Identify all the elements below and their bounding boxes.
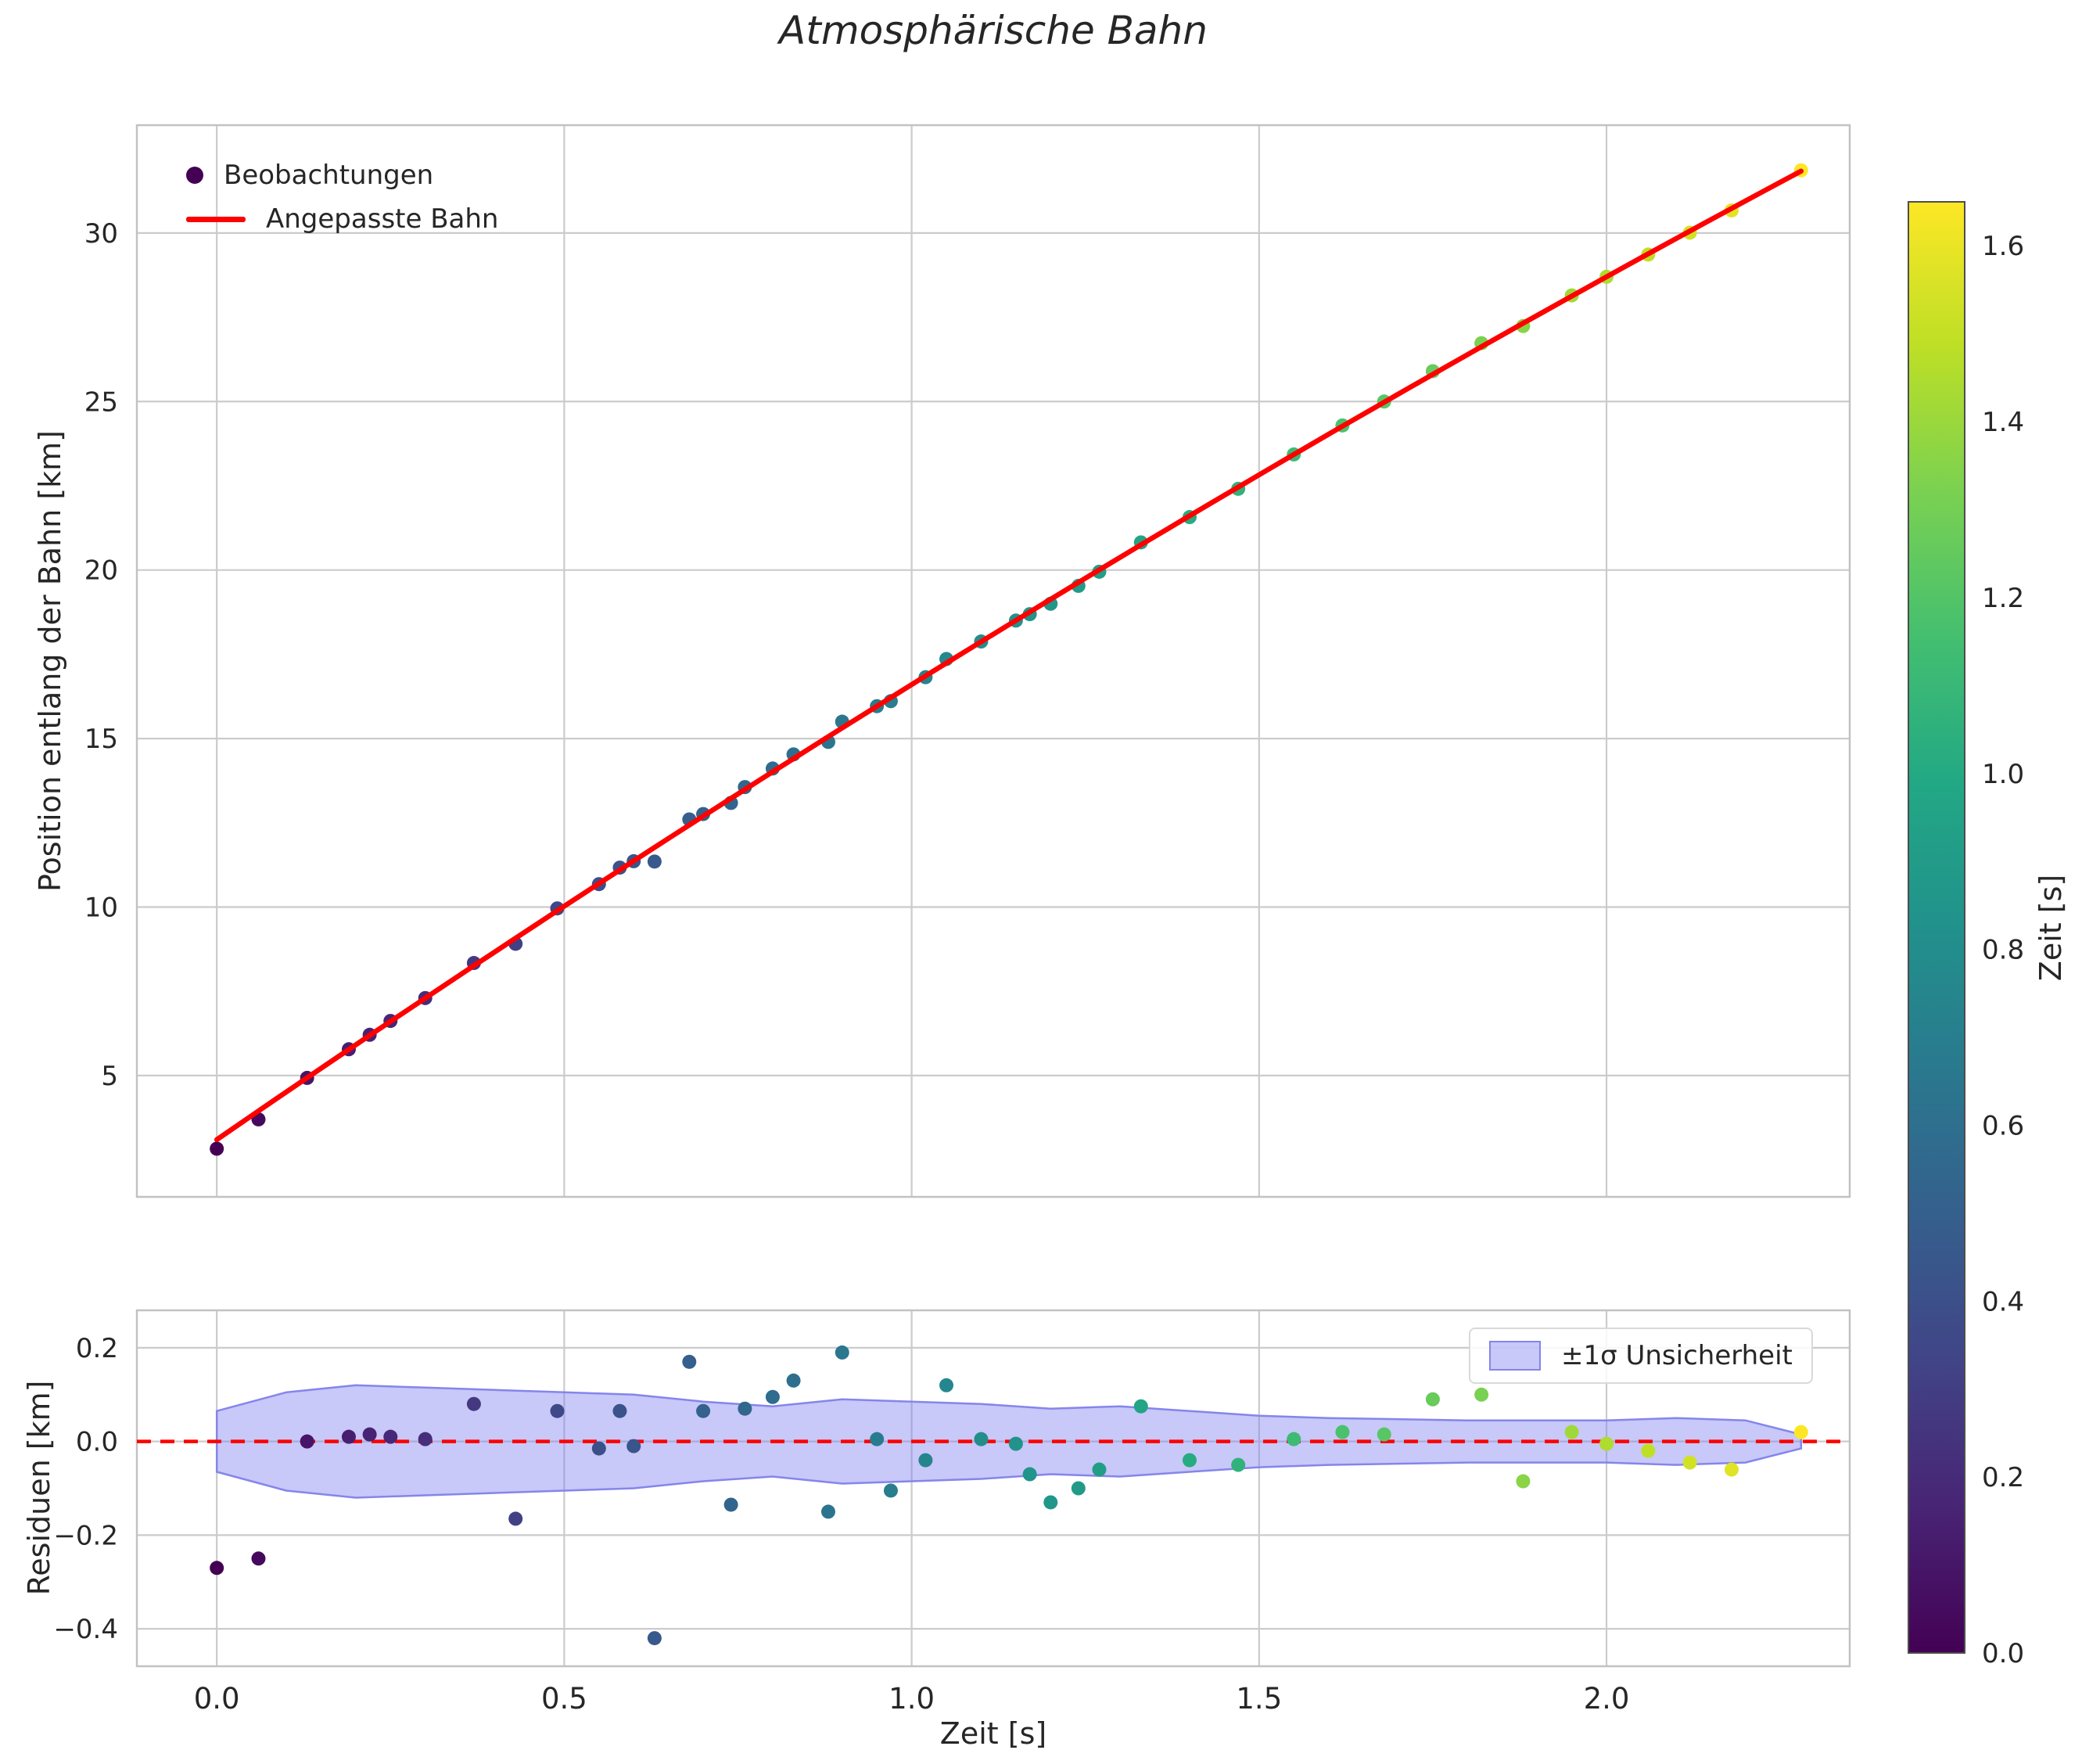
main-y-axis-label: Position entlang der Bahn [km] — [33, 429, 67, 893]
residual-point — [626, 1439, 641, 1453]
residual-point — [765, 1389, 780, 1404]
residual-point — [647, 1631, 662, 1646]
residual-point — [738, 1401, 752, 1416]
residual-point — [210, 1561, 224, 1576]
residual-point — [508, 1511, 523, 1526]
svg-text:1.0: 1.0 — [1982, 759, 2024, 790]
residual-point — [696, 1403, 711, 1418]
colorbar: 0.0 0.2 0.4 0.6 0.8 1.0 1.2 1.4 1.6 — [1908, 201, 2024, 1669]
residual-point — [1599, 1436, 1614, 1451]
residual-point — [918, 1453, 933, 1468]
residual-point — [550, 1403, 565, 1418]
residual-point — [835, 1345, 849, 1360]
residual-point — [1377, 1427, 1391, 1442]
residual-point — [1231, 1457, 1246, 1472]
svg-text:0.2: 0.2 — [76, 1333, 118, 1364]
residual-point — [870, 1432, 885, 1446]
residual-point — [466, 1396, 481, 1411]
svg-text:0.5: 0.5 — [541, 1682, 587, 1716]
svg-text:20: 20 — [84, 555, 118, 587]
trajectory-plot: 5 10 15 20 25 30 — [84, 124, 1851, 1198]
legend-label-fit: Angepasste Bahn — [266, 203, 499, 235]
residual-point — [820, 1504, 835, 1519]
residual-point — [1287, 1432, 1301, 1446]
svg-text:0.0: 0.0 — [1982, 1638, 2024, 1669]
residual-point — [1092, 1462, 1107, 1477]
svg-text:10: 10 — [84, 892, 118, 923]
residual-point — [1682, 1455, 1697, 1470]
band-swatch-icon — [1489, 1341, 1541, 1371]
svg-text:1.4: 1.4 — [1982, 407, 2024, 438]
legend-residuals: ±1σ Unsicherheit — [1469, 1328, 1813, 1384]
residual-point — [1724, 1462, 1739, 1477]
residual-point — [1425, 1392, 1440, 1407]
residual-point — [1133, 1399, 1148, 1414]
legend-item-fit: Angepasste Bahn — [186, 203, 498, 235]
residual-y-axis-label: Residuen [km] — [22, 1380, 56, 1596]
observation-point — [647, 854, 662, 869]
figure-title: Atmosphärische Bahn — [779, 8, 1208, 53]
svg-text:0.0: 0.0 — [76, 1427, 118, 1458]
residual-point — [362, 1427, 377, 1442]
scatter-marker-icon — [186, 167, 203, 184]
svg-text:0.6: 0.6 — [1982, 1110, 2024, 1141]
svg-text:5: 5 — [101, 1061, 118, 1092]
colorbar-gradient — [1908, 201, 1965, 1654]
residual-point — [341, 1429, 356, 1444]
residual-point — [612, 1403, 627, 1418]
svg-text:1.6: 1.6 — [1982, 231, 2024, 262]
residual-point — [883, 1483, 898, 1498]
residual-point — [786, 1373, 801, 1388]
residual-point — [1071, 1481, 1086, 1496]
legend-label-observations: Beobachtungen — [224, 160, 434, 191]
residual-point — [300, 1434, 314, 1449]
residual-point — [1008, 1436, 1023, 1451]
residual-point — [591, 1441, 606, 1456]
svg-text:2.0: 2.0 — [1584, 1682, 1630, 1716]
residual-point — [1043, 1495, 1058, 1510]
legend-item-band: ±1σ Unsicherheit — [1489, 1340, 1793, 1371]
residual-point — [1474, 1387, 1489, 1402]
svg-text:0.2: 0.2 — [1982, 1462, 2024, 1493]
x-axis-label: Zeit [s] — [939, 1716, 1047, 1751]
svg-text:0.4: 0.4 — [1982, 1286, 2024, 1317]
svg-text:−0.4: −0.4 — [53, 1614, 118, 1645]
observation-point — [210, 1141, 224, 1156]
svg-text:30: 30 — [84, 218, 118, 250]
svg-text:−0.2: −0.2 — [53, 1520, 118, 1551]
fit-line-icon — [186, 216, 246, 222]
residual-point — [251, 1551, 266, 1566]
svg-text:0.8: 0.8 — [1982, 935, 2024, 966]
residual-point — [1335, 1425, 1350, 1439]
residual-plot: −0.4 −0.2 0.0 0.2 0.0 0.5 1.0 1.5 2.0 — [53, 1309, 1851, 1716]
svg-text:15: 15 — [84, 724, 118, 755]
svg-text:0.0: 0.0 — [194, 1682, 240, 1716]
svg-text:1.0: 1.0 — [888, 1682, 935, 1716]
fitted-curve — [214, 168, 1804, 1143]
residual-point — [1564, 1425, 1579, 1439]
residual-point — [1516, 1474, 1531, 1489]
residual-point — [418, 1432, 433, 1446]
legend-main: Beobachtungen Angepasste Bahn — [166, 147, 519, 247]
svg-text:25: 25 — [84, 386, 118, 418]
colorbar-label: Zeit [s] — [2034, 874, 2068, 982]
residual-point — [383, 1429, 398, 1444]
residual-point — [1641, 1443, 1656, 1458]
residual-point — [682, 1354, 697, 1369]
residual-point — [1793, 1425, 1808, 1439]
legend-item-observations: Beobachtungen — [186, 160, 498, 191]
residual-point — [939, 1378, 954, 1392]
residual-point — [1182, 1453, 1197, 1468]
legend-label-band: ±1σ Unsicherheit — [1561, 1340, 1793, 1371]
svg-text:1.2: 1.2 — [1982, 583, 2024, 614]
residual-point — [1022, 1467, 1037, 1482]
svg-text:1.5: 1.5 — [1236, 1682, 1282, 1716]
residual-point — [974, 1432, 989, 1446]
residual-point — [723, 1497, 738, 1512]
